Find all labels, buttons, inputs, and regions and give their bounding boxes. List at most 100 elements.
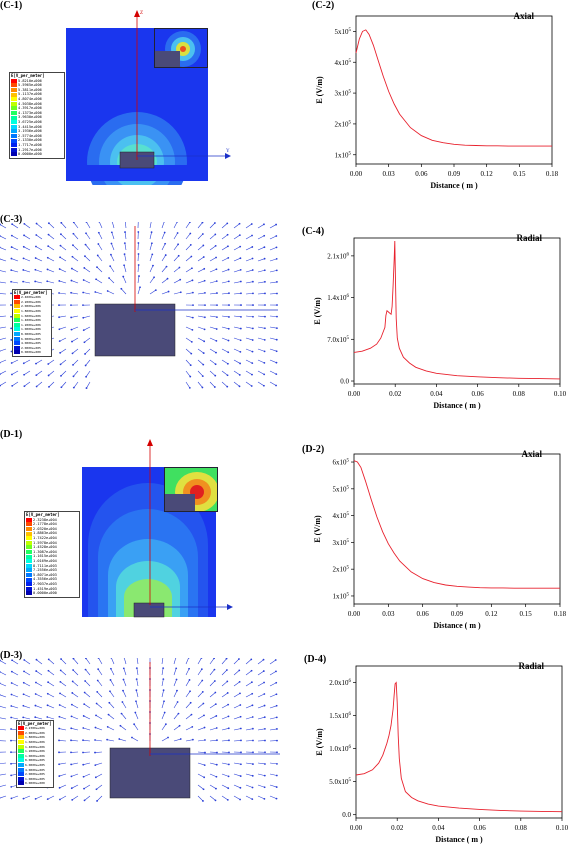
field-arrow: [186, 316, 193, 318]
field-arrow: [0, 672, 6, 675]
legend-swatch: [18, 754, 24, 758]
field-arrowhead: [10, 281, 12, 283]
field-arrowhead: [240, 304, 242, 306]
field-arrow: [210, 269, 216, 272]
field-arrowhead: [203, 788, 205, 790]
field-arrow: [234, 293, 241, 294]
field-arrowhead: [251, 693, 253, 695]
field-arrow: [111, 658, 114, 664]
field-arrow: [95, 763, 102, 765]
field-arrowhead: [264, 740, 266, 742]
field-arrow: [95, 292, 102, 294]
field-arrow: [222, 270, 229, 272]
field-arrowhead: [137, 231, 139, 233]
x-tick-label: 0.02: [389, 390, 402, 398]
legend-swatch: [18, 768, 24, 772]
field-arrow: [109, 715, 114, 719]
field-arrowhead: [276, 786, 278, 788]
field-arrowhead: [204, 329, 206, 331]
field-arrow: [59, 774, 66, 776]
field-arrowhead: [203, 256, 205, 258]
field-arrow: [222, 763, 229, 764]
field-arrowhead: [86, 387, 88, 389]
field-arrowhead: [72, 681, 74, 683]
legend-swatch: [11, 120, 17, 124]
field-arrowhead: [134, 712, 136, 714]
field-arrow: [234, 659, 239, 664]
field-arrow: [198, 658, 201, 664]
legend-value: 1.4000e+006: [25, 745, 45, 749]
field-arrowhead: [226, 681, 228, 683]
field-arrow: [11, 694, 18, 697]
field-arrow: [71, 774, 78, 776]
field-arrowhead: [228, 280, 230, 282]
field-arrowhead: [276, 327, 278, 329]
field-arrowhead: [133, 723, 135, 725]
field-arrowhead: [276, 350, 278, 352]
field-arrow: [222, 670, 227, 675]
field-arrow: [198, 327, 205, 329]
field-arrowhead: [190, 244, 192, 246]
field-arrowhead: [227, 245, 229, 247]
field-arrow: [83, 763, 90, 765]
field-arrow: [37, 224, 42, 228]
field-arrowhead: [60, 245, 62, 247]
field-arrowhead: [85, 365, 87, 367]
field-arrow: [123, 679, 126, 686]
chart-title: Axial: [521, 449, 542, 459]
series-line: [356, 683, 562, 812]
field-arrowhead: [202, 364, 204, 366]
field-arrowhead: [11, 362, 13, 364]
field-arrowhead: [59, 256, 61, 258]
legend-swatch: [26, 587, 32, 591]
field-arrow: [84, 704, 90, 708]
field-arrow: [258, 270, 265, 272]
field-arrow: [150, 290, 156, 294]
field-arrow: [24, 683, 30, 686]
legend-swatch: [26, 582, 32, 586]
field-arrowhead: [83, 279, 85, 281]
x-tick-label: 0.04: [432, 824, 445, 832]
legend-swatch: [18, 740, 24, 744]
field-arrow: [258, 763, 265, 764]
field-arrowhead: [109, 265, 111, 267]
field-arrow: [162, 292, 169, 294]
field-arrow: [60, 269, 66, 272]
field-arrowhead: [227, 787, 229, 789]
y-tick-label: 6x105: [333, 459, 350, 467]
field-arrowhead: [10, 269, 12, 271]
field-arrow: [258, 247, 264, 250]
field-arrow: [186, 740, 193, 741]
field-arrowhead: [276, 798, 278, 800]
field-arrow: [109, 278, 114, 283]
field-arrowhead: [97, 680, 99, 682]
field-arrow: [210, 796, 215, 800]
field-arrow: [210, 716, 216, 719]
field-arrowhead: [204, 727, 206, 729]
field-arrowhead: [71, 775, 73, 777]
field-arrowhead: [239, 351, 241, 353]
y-tick-label: 7.0x105: [327, 336, 349, 344]
field-arrow: [270, 225, 276, 228]
field-arrowhead: [227, 234, 229, 236]
field-arrowhead: [58, 775, 60, 777]
chart-title: Radial: [516, 233, 542, 243]
field-arrow: [198, 740, 205, 741]
field-arrow: [270, 729, 277, 730]
field-arrowhead: [97, 255, 99, 257]
x-tick-label: 0.10: [556, 824, 569, 832]
field-arrowhead: [227, 799, 229, 801]
field-arrowhead: [22, 281, 24, 283]
field-arrowhead: [216, 727, 218, 729]
field-arrow: [85, 692, 90, 697]
legend-swatch: [11, 152, 17, 156]
field-arrow: [246, 316, 253, 317]
field-arrow: [36, 796, 42, 799]
field-arrowhead: [152, 265, 154, 267]
field-arrowhead: [10, 774, 12, 776]
field-arrow: [210, 785, 216, 789]
field-arrowhead: [35, 670, 37, 672]
field-arrowhead: [252, 281, 254, 283]
field-arrowhead: [240, 257, 242, 259]
